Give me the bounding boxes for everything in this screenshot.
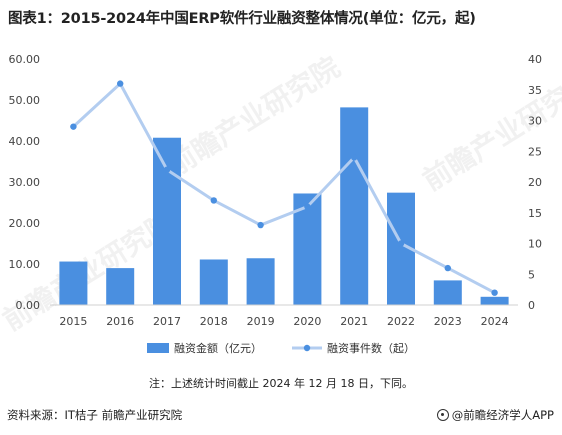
- y-left-tick-label: 60.00: [9, 53, 41, 66]
- y-left-tick-label: 50.00: [9, 94, 41, 107]
- chart-title: 图表1：2015-2024年中国ERP软件行业融资整体情况(单位：亿元，起): [8, 11, 476, 27]
- bar-2018: [199, 259, 228, 305]
- chart-note: 注：上述统计时间截止 2024 年 12 月 18 日，下同。: [149, 377, 413, 390]
- legend-line-label: 融资事件数（起）: [327, 342, 415, 355]
- bars-layer: [59, 107, 509, 305]
- x-tick-label: 2016: [106, 315, 134, 328]
- x-tick-label: 2019: [247, 315, 275, 328]
- x-tick-label: 2021: [340, 315, 368, 328]
- legend-line-marker: [303, 344, 311, 352]
- bar-2024: [480, 296, 509, 305]
- line-point-2021: [351, 154, 358, 161]
- x-tick-label: 2015: [59, 315, 87, 328]
- legend-bar-label: 融资金额（亿元）: [174, 341, 262, 355]
- y-left-tick-label: 10.00: [9, 258, 41, 271]
- bar-2015: [59, 261, 88, 305]
- y-right-tick-label: 5: [528, 268, 535, 281]
- line-point-2017: [163, 166, 171, 173]
- brand-logo-icon: [436, 409, 449, 421]
- y-right-tick-label: 20: [528, 176, 542, 189]
- bar-2021: [340, 107, 369, 305]
- bar-2017: [153, 137, 181, 305]
- y-right-tick-label: 35: [528, 84, 542, 97]
- x-tick-label: 2023: [434, 315, 462, 328]
- line-series: [72, 82, 496, 295]
- bar-2019: [246, 258, 275, 305]
- y-right-tick-label: 25: [528, 145, 542, 158]
- axis-layer: 0.00 10.00 20.00 30.00 40.00 50.00 60.00 0 5 10 15…: [9, 53, 543, 328]
- line-point-2022: [397, 240, 405, 247]
- x-tick-label: 2018: [200, 315, 228, 328]
- legend-bar-swatch: [147, 343, 169, 353]
- line-point-2016: [117, 80, 124, 87]
- bar-2016: [106, 268, 135, 305]
- y-right-tick-label: 30: [528, 115, 542, 128]
- x-tick-label: 2020: [293, 315, 321, 328]
- x-tick-label: 2017: [153, 315, 181, 328]
- line-point-2023: [444, 264, 451, 272]
- line-point-2019: [257, 221, 264, 229]
- y-left-tick-label: 30.00: [9, 176, 41, 189]
- line-point-2020: [304, 203, 311, 210]
- x-tick-label: 2024: [481, 315, 509, 328]
- y-left-tick-label: 0.00: [16, 299, 41, 312]
- y-right-tick-label: 40: [528, 53, 542, 66]
- legend-layer: 融资金额（亿元） 融资事件数（起）: [147, 341, 415, 355]
- source-text: 资料来源：IT桔子 前瞻产业研究院: [7, 408, 183, 422]
- bar-2023: [433, 280, 462, 305]
- brand-credit: @前瞻经济学人APP: [436, 407, 554, 423]
- y-right-tick-label: 15: [528, 207, 542, 220]
- line-point-2024: [491, 289, 498, 296]
- chart-plot: 0.00 10.00 20.00 30.00 40.00 50.00 60.00 0 5 10 15…: [9, 53, 543, 355]
- y-right-tick-label: 0: [528, 299, 535, 312]
- line-point-2018: [210, 197, 217, 204]
- brand-text: @前瞻经济学人APP: [451, 408, 554, 422]
- line-point-2015: [70, 123, 77, 130]
- y-left-tick-label: 40.00: [9, 135, 41, 148]
- y-left-tick-label: 20.00: [9, 217, 41, 230]
- y-right-tick-label: 10: [528, 238, 542, 251]
- bar-2020: [293, 193, 322, 305]
- line-layer: [70, 80, 498, 296]
- x-tick-label: 2022: [387, 315, 415, 328]
